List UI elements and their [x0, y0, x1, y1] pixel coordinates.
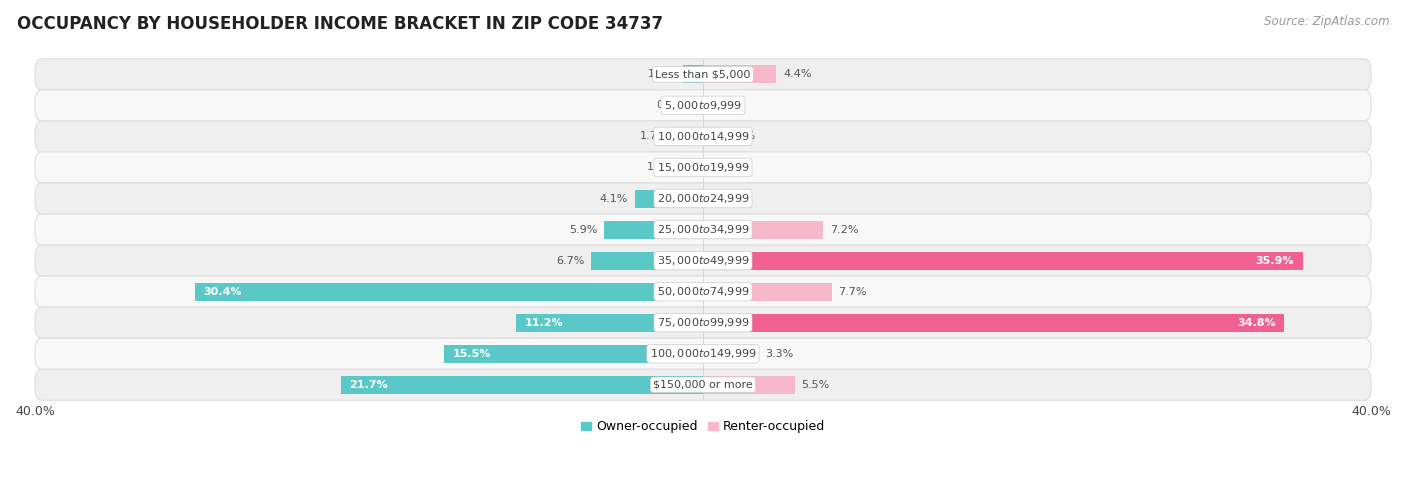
Text: $50,000 to $74,999: $50,000 to $74,999 — [657, 285, 749, 298]
FancyBboxPatch shape — [35, 369, 1371, 400]
Text: 0.0%: 0.0% — [710, 100, 738, 111]
Bar — [703, 65, 776, 83]
Text: 21.7%: 21.7% — [349, 380, 388, 390]
Text: 1.3%: 1.3% — [647, 163, 675, 172]
Text: $20,000 to $24,999: $20,000 to $24,999 — [657, 192, 749, 205]
Bar — [444, 345, 703, 363]
Text: 35.9%: 35.9% — [1256, 256, 1295, 265]
Bar — [703, 252, 1302, 270]
FancyBboxPatch shape — [35, 245, 1371, 276]
Text: 3.3%: 3.3% — [765, 349, 793, 359]
Text: 1.7%: 1.7% — [640, 131, 668, 141]
Bar — [340, 376, 703, 394]
Text: 1.2%: 1.2% — [648, 69, 676, 79]
Bar — [675, 128, 703, 146]
Text: 5.9%: 5.9% — [569, 225, 598, 235]
Bar — [634, 189, 703, 207]
Text: $10,000 to $14,999: $10,000 to $14,999 — [657, 130, 749, 143]
FancyBboxPatch shape — [35, 121, 1371, 152]
Bar — [703, 221, 824, 239]
Legend: Owner-occupied, Renter-occupied: Owner-occupied, Renter-occupied — [576, 415, 830, 438]
Text: $75,000 to $99,999: $75,000 to $99,999 — [657, 316, 749, 329]
Text: Less than $5,000: Less than $5,000 — [655, 69, 751, 79]
Bar — [703, 128, 721, 146]
Text: OCCUPANCY BY HOUSEHOLDER INCOME BRACKET IN ZIP CODE 34737: OCCUPANCY BY HOUSEHOLDER INCOME BRACKET … — [17, 15, 664, 33]
Text: 0.0%: 0.0% — [710, 193, 738, 204]
Text: 5.5%: 5.5% — [801, 380, 830, 390]
Bar — [605, 221, 703, 239]
FancyBboxPatch shape — [35, 276, 1371, 307]
Text: 34.8%: 34.8% — [1237, 318, 1275, 328]
FancyBboxPatch shape — [35, 152, 1371, 183]
Text: 4.1%: 4.1% — [599, 193, 628, 204]
Bar — [699, 96, 703, 114]
FancyBboxPatch shape — [35, 183, 1371, 214]
Bar — [683, 65, 703, 83]
Text: 7.7%: 7.7% — [838, 287, 866, 297]
Text: 0.26%: 0.26% — [657, 100, 692, 111]
Text: 7.2%: 7.2% — [830, 225, 859, 235]
Text: $25,000 to $34,999: $25,000 to $34,999 — [657, 223, 749, 236]
Text: $15,000 to $19,999: $15,000 to $19,999 — [657, 161, 749, 174]
Bar — [703, 376, 794, 394]
FancyBboxPatch shape — [35, 214, 1371, 245]
FancyBboxPatch shape — [35, 59, 1371, 90]
Text: 1.1%: 1.1% — [728, 131, 756, 141]
Text: $150,000 or more: $150,000 or more — [654, 380, 752, 390]
Bar — [682, 158, 703, 176]
Bar — [703, 345, 758, 363]
Bar — [591, 252, 703, 270]
Bar — [703, 314, 1284, 332]
Bar — [195, 282, 703, 300]
Bar — [703, 282, 831, 300]
Text: $100,000 to $149,999: $100,000 to $149,999 — [650, 347, 756, 360]
Text: $35,000 to $49,999: $35,000 to $49,999 — [657, 254, 749, 267]
Text: 0.0%: 0.0% — [710, 163, 738, 172]
FancyBboxPatch shape — [35, 90, 1371, 121]
Text: 11.2%: 11.2% — [524, 318, 562, 328]
Text: 15.5%: 15.5% — [453, 349, 491, 359]
Text: $5,000 to $9,999: $5,000 to $9,999 — [664, 99, 742, 112]
Text: 6.7%: 6.7% — [555, 256, 585, 265]
FancyBboxPatch shape — [35, 307, 1371, 338]
Text: Source: ZipAtlas.com: Source: ZipAtlas.com — [1264, 15, 1389, 28]
FancyBboxPatch shape — [35, 338, 1371, 369]
Bar — [516, 314, 703, 332]
Text: 4.4%: 4.4% — [783, 69, 811, 79]
Text: 30.4%: 30.4% — [204, 287, 242, 297]
